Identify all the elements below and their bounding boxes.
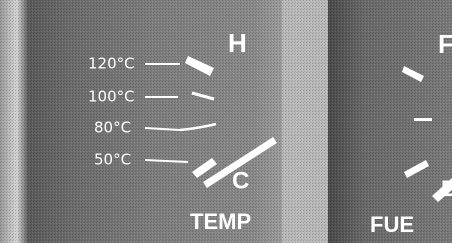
temp-label: TEMP [190,209,251,234]
temp-high: H [228,28,247,58]
texture [0,0,452,243]
gauge-photo: 120°C 100°C 80°C 50°C H C TEMP F E FUE [0,0,452,243]
fuel-label: FUE [370,212,414,237]
temp-low: C [232,167,249,194]
temp-marking: 100°C [88,88,135,106]
fuel-low: E [441,176,452,201]
fuel-high: F [438,29,452,59]
temp-marking: 120°C [88,55,135,73]
temp-marking: 80°C [94,119,131,137]
temp-marking: 50°C [94,151,131,169]
